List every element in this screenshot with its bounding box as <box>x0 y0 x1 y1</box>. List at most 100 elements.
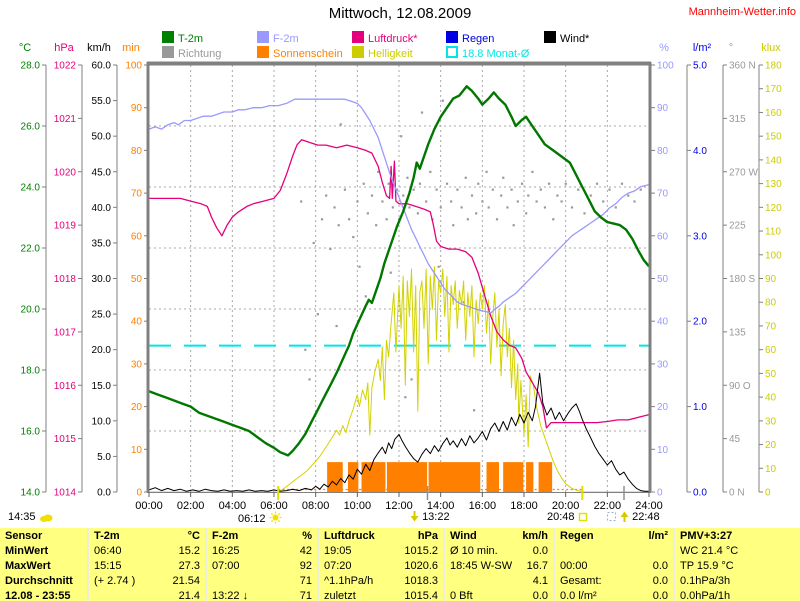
svg-text:1018: 1018 <box>54 274 77 285</box>
sunset-marker: 20:48 <box>547 511 588 523</box>
legend-item-helligkeit: Helligkeit <box>352 46 413 60</box>
svg-text:1019: 1019 <box>54 221 77 232</box>
svg-text:18.0: 18.0 <box>21 366 41 377</box>
table-row: Durchschnitt (+ 2.74 ) 21.54 71 ^1.1hPa/h 101… <box>0 573 800 588</box>
svg-text:10: 10 <box>131 445 143 456</box>
legend-item-f-2m: F-2m <box>257 31 299 45</box>
svg-text:12:00: 12:00 <box>385 500 413 512</box>
svg-text:16.0: 16.0 <box>21 427 41 438</box>
axis-press: hPa 1022 1021 1020 1019 1018 1017 1016 1015 1014 <box>54 42 83 499</box>
svg-text:315: 315 <box>729 114 746 125</box>
svg-text:70: 70 <box>131 189 143 200</box>
weather-chart: °C28.026.024.022.020.018.016.014.0hPa102… <box>19 42 782 512</box>
table-row: MaxWert 15:15 27.3 07:00 92 07:20 1020.6 18:45 … <box>0 558 800 573</box>
svg-text:25.0: 25.0 <box>92 310 112 321</box>
moonset-time-label: 13:22 <box>422 511 450 523</box>
col-header-luftdruck: Luftdruck hPa <box>317 528 444 543</box>
svg-text:180 S: 180 S <box>729 274 755 285</box>
legend-swatch-icon <box>162 31 174 43</box>
cell-regen: 0.0 l/m² 0.0 <box>553 588 674 601</box>
svg-text:%: % <box>659 42 669 54</box>
legend-label: Wind* <box>560 33 590 45</box>
svg-text:120: 120 <box>765 203 782 214</box>
cell-wind: 0 Bft 0.0 <box>443 588 554 601</box>
series-t2m <box>148 85 650 457</box>
svg-text:km/h: km/h <box>87 42 111 54</box>
svg-text:00:00: 00:00 <box>135 500 163 512</box>
legend-item-wind-: Wind* <box>544 31 590 45</box>
svg-text:40: 40 <box>131 317 143 328</box>
svg-text:20.0: 20.0 <box>21 305 41 316</box>
legend-swatch-icon <box>446 31 458 43</box>
axis-windspeed: km/h 60.0 55.0 50.0 45.0 40.0 35.0 30.0 25.0 20.0… <box>87 42 118 499</box>
site-link[interactable]: Mannheim-Wetter.info <box>688 6 796 18</box>
svg-text:06:00: 06:00 <box>260 500 288 512</box>
svg-text:1020: 1020 <box>54 167 77 178</box>
svg-text:hPa: hPa <box>54 42 74 54</box>
svg-text:°C: °C <box>19 42 31 54</box>
axis-brightness: klux180170160150140130120110100908070605… <box>758 42 782 499</box>
svg-text:40: 40 <box>657 317 669 328</box>
legend-label: 18.8 Monat-Ø <box>462 48 530 60</box>
svg-text:50.0: 50.0 <box>92 132 112 143</box>
cell-wind: Ø 10 min. 0.0 <box>443 543 554 558</box>
svg-text:0: 0 <box>765 488 771 499</box>
svg-text:60: 60 <box>657 231 669 242</box>
svg-text:45.0: 45.0 <box>92 167 112 178</box>
series-richtung <box>300 99 642 412</box>
sunset-time-label: 20:48 <box>547 511 575 523</box>
svg-text:1021: 1021 <box>54 114 77 125</box>
legend-label: Regen <box>462 33 495 45</box>
svg-text:4.0: 4.0 <box>693 146 707 157</box>
svg-text:60: 60 <box>131 231 143 242</box>
svg-text:130: 130 <box>765 179 782 190</box>
legend-label: Luftdruck* <box>368 33 418 45</box>
legend-swatch-icon <box>257 31 269 43</box>
svg-text:20.0: 20.0 <box>92 345 112 356</box>
cell-f-2m: 07:00 92 <box>205 558 318 573</box>
svg-text:30.0: 30.0 <box>92 274 112 285</box>
legend-label: Sonnenschein <box>273 48 343 60</box>
legend-item-18-8-monat-: 18.8 Monat-Ø <box>446 46 530 60</box>
svg-text:80: 80 <box>765 298 777 309</box>
svg-text:26.0: 26.0 <box>21 122 41 133</box>
svg-text:24.0: 24.0 <box>21 183 41 194</box>
legend-item-regen: Regen <box>446 31 495 45</box>
table-header-row: Sensor T-2m °C F-2m% Luftdruck hPa Wind km/h Reg… <box>0 528 800 543</box>
cell-f-2m: 16:25 42 <box>205 543 318 558</box>
cell-luftdruck: ^1.1hPa/h 1018.3 <box>317 573 444 588</box>
svg-text:2.0: 2.0 <box>693 317 707 328</box>
current-time-label: 14:35 <box>8 511 36 523</box>
svg-text:140: 140 <box>765 155 782 166</box>
cloud-icon <box>39 514 53 522</box>
svg-text:40: 40 <box>765 393 777 404</box>
svg-text:22.0: 22.0 <box>21 244 41 255</box>
legend-swatch-icon <box>162 46 174 58</box>
series-f2m <box>148 98 650 314</box>
svg-text:04:00: 04:00 <box>219 500 247 512</box>
cell-pmv-3-27: TP 15.9 °C <box>673 558 800 573</box>
col-header-f-2m: F-2m% <box>205 528 318 543</box>
cell-luftdruck: 19:05 1015.2 <box>317 543 444 558</box>
legend-label: T-2m <box>178 33 204 45</box>
legend-item-sonnenschein: Sonnenschein <box>257 46 343 60</box>
legend-item-t-2m: T-2m <box>162 31 204 45</box>
legend-swatch-icon <box>544 31 556 43</box>
svg-text:5.0: 5.0 <box>97 452 111 463</box>
cell-regen <box>553 543 674 558</box>
moonrise-marker: 22:48 <box>606 511 660 523</box>
svg-text:180: 180 <box>765 61 782 72</box>
svg-text:100: 100 <box>125 61 142 72</box>
svg-text:0 N: 0 N <box>729 488 745 499</box>
svg-text:90 O: 90 O <box>729 381 751 392</box>
axis-rain: l/m² 5.0 4.0 3.0 2.0 1.0 0.0 <box>686 42 711 499</box>
svg-text:90: 90 <box>765 274 777 285</box>
sun-moon-markers: 14:35 06:12 13:22 20:48 22:48 <box>0 511 800 527</box>
series-luftdruck <box>149 139 650 429</box>
svg-text:70: 70 <box>657 189 669 200</box>
cell-t-2m: 21.4 <box>87 588 206 601</box>
cell-pmv-3-27: 0.1hPa/3h <box>673 573 800 588</box>
moonrise-time-label: 22:48 <box>632 511 660 523</box>
svg-text:30: 30 <box>657 359 669 370</box>
